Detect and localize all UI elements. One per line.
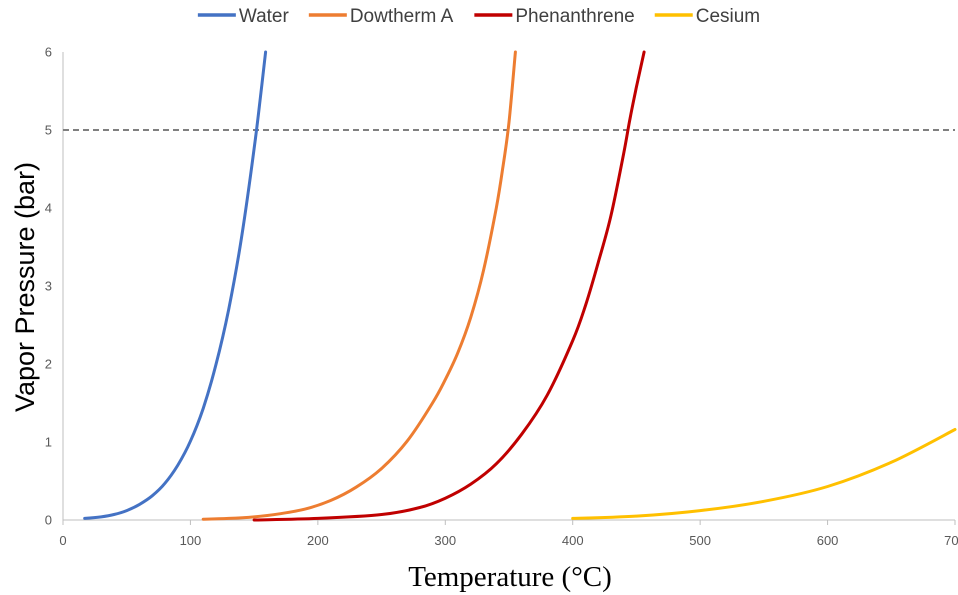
x-tick-label: 400 — [562, 533, 584, 548]
series-line-phenanthrene — [252, 50, 646, 522]
x-tick-label: 600 — [817, 533, 839, 548]
y-axis-label: Vapor Pressure (bar) — [10, 162, 40, 412]
x-tick-label: 100 — [180, 533, 202, 548]
series-line-water — [83, 50, 268, 520]
legend-label-dowtherm-a: Dowtherm A — [350, 6, 454, 27]
y-tick-label: 0 — [45, 513, 52, 528]
y-tick-label: 4 — [45, 201, 52, 216]
y-tick-label: 6 — [45, 45, 52, 60]
x-tick-label: 0 — [59, 533, 66, 548]
y-tick-label: 3 — [45, 279, 52, 294]
y-tick-label: 5 — [45, 123, 52, 138]
x-tick-label: 700 — [944, 533, 958, 548]
x-tick-label: 500 — [689, 533, 711, 548]
x-tick-label: 300 — [434, 533, 456, 548]
x-axis-label: Temperature (°C) — [408, 561, 612, 593]
series-line-cesium — [571, 428, 957, 520]
axes: 0 1 2 3 4 5 6 0 100 200 300 400 500 600 700 — [45, 45, 958, 549]
y-tick-label: 1 — [45, 435, 52, 450]
legend: Water Dowtherm A Phenanthrene Cesium — [197, 6, 760, 27]
y-tick-label: 2 — [45, 357, 52, 372]
legend-label-cesium: Cesium — [696, 6, 760, 27]
legend-label-water: Water — [239, 6, 290, 27]
series-lines — [83, 50, 957, 522]
series-line-dowtherm-a — [201, 50, 517, 521]
x-tick-label: 200 — [307, 533, 329, 548]
legend-label-phenanthrene: Phenanthrene — [515, 6, 634, 27]
